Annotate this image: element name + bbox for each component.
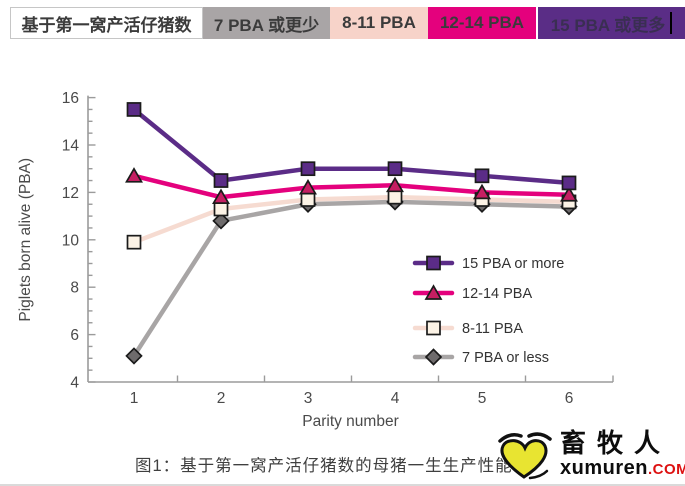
legend-label: 15 PBA or more [462,256,564,272]
x-tick-label: 1 [130,390,139,407]
watermark-brand: 畜牧人 [560,428,672,458]
y-tick-label: 6 [70,327,79,344]
data-point-marker [424,348,443,366]
legend-item-15-pba-or-more: 15 PBA or more [412,255,564,272]
x-tick-label: 6 [565,390,574,407]
data-point-marker [125,347,143,365]
legend-label: 7 PBA or less [462,350,549,366]
header-segment-15-pba[interactable]: 15 PBA 或更多 [538,7,685,39]
legend-item-8-11-pba: 8-11 PBA [412,320,523,337]
x-tick-label: 5 [478,390,487,407]
data-point-marker [387,189,403,205]
x-axis-title: Parity number [302,413,398,430]
series-markers-15-pba-or-more [126,102,577,191]
data-point-marker [126,102,142,117]
series-line-15-pba-or-more [131,107,572,186]
y-tick-label: 14 [62,138,80,155]
x-tick-label: 3 [304,390,313,407]
data-point-marker [387,161,403,177]
data-point-marker [213,173,229,188]
legend-item-7-pba-or-less: 7 PBA or less [412,348,549,366]
heart-logo-icon [498,432,552,480]
data-point-marker [561,175,577,191]
heart-shape [500,439,548,479]
data-point-marker [560,186,578,202]
chart-legend: 15 PBA or more 12-14 PBA 8-11 PBA 7 PBA or … [412,255,564,366]
header-segment-12-14-pba[interactable]: 12-14 PBA [428,7,536,39]
y-axis-title: Piglets born alive (PBA) [17,158,34,322]
legend-item-12-14-pba: 12-14 PBA [412,284,532,302]
x-tick-label: 4 [391,390,400,407]
figure-caption: 图1：基于第一窝产活仔猪数的母猪一生生产性能 [135,457,513,475]
watermark-url: xumuren.COM [560,458,685,478]
data-point-marker [300,161,316,177]
header-segment-8-11-pba[interactable]: 8-11 PBA [330,7,428,39]
data-point-marker [474,168,490,184]
header-legend-bar: 基于第一窝产活仔猪数 7 PBA 或更少 8-11 PBA 12-14 PBA 15 … [10,7,685,39]
legend-label: 8-11 PBA [462,321,523,337]
x-tick-label: 2 [217,390,226,407]
y-tick-label: 10 [62,232,80,249]
series-markers-12-14-pba [125,167,578,204]
data-point-marker [386,176,404,193]
data-point-marker [212,188,230,204]
data-point-marker [473,183,491,200]
text-cursor [670,12,673,34]
data-point-marker [212,212,230,230]
header-segment-7-pba[interactable]: 7 PBA 或更少 [203,7,330,39]
data-point-marker [126,234,142,250]
legend-label: 12-14 PBA [462,286,532,302]
series-line-8-11-pba [131,194,572,245]
y-tick-label: 16 [62,90,79,107]
bottom-divider [0,484,685,486]
y-tick-label: 8 [70,280,79,297]
site-watermark: 畜牧人 xumuren.COM [494,428,685,484]
y-tick-label: 12 [62,185,79,202]
data-point-marker [300,192,316,207]
y-tick-label: 4 [70,375,79,392]
series-line-7-pba-or-less [131,199,572,359]
data-point-marker [424,284,443,300]
data-point-marker [299,178,317,195]
chart-title-cell[interactable]: 基于第一窝产活仔猪数 [10,7,203,39]
data-point-marker [213,201,229,217]
data-point-marker [426,320,441,336]
watermark-tld: .COM [647,461,685,478]
series-line-12-14-pba [131,173,572,200]
data-point-marker [125,167,143,183]
data-point-marker [426,255,441,271]
